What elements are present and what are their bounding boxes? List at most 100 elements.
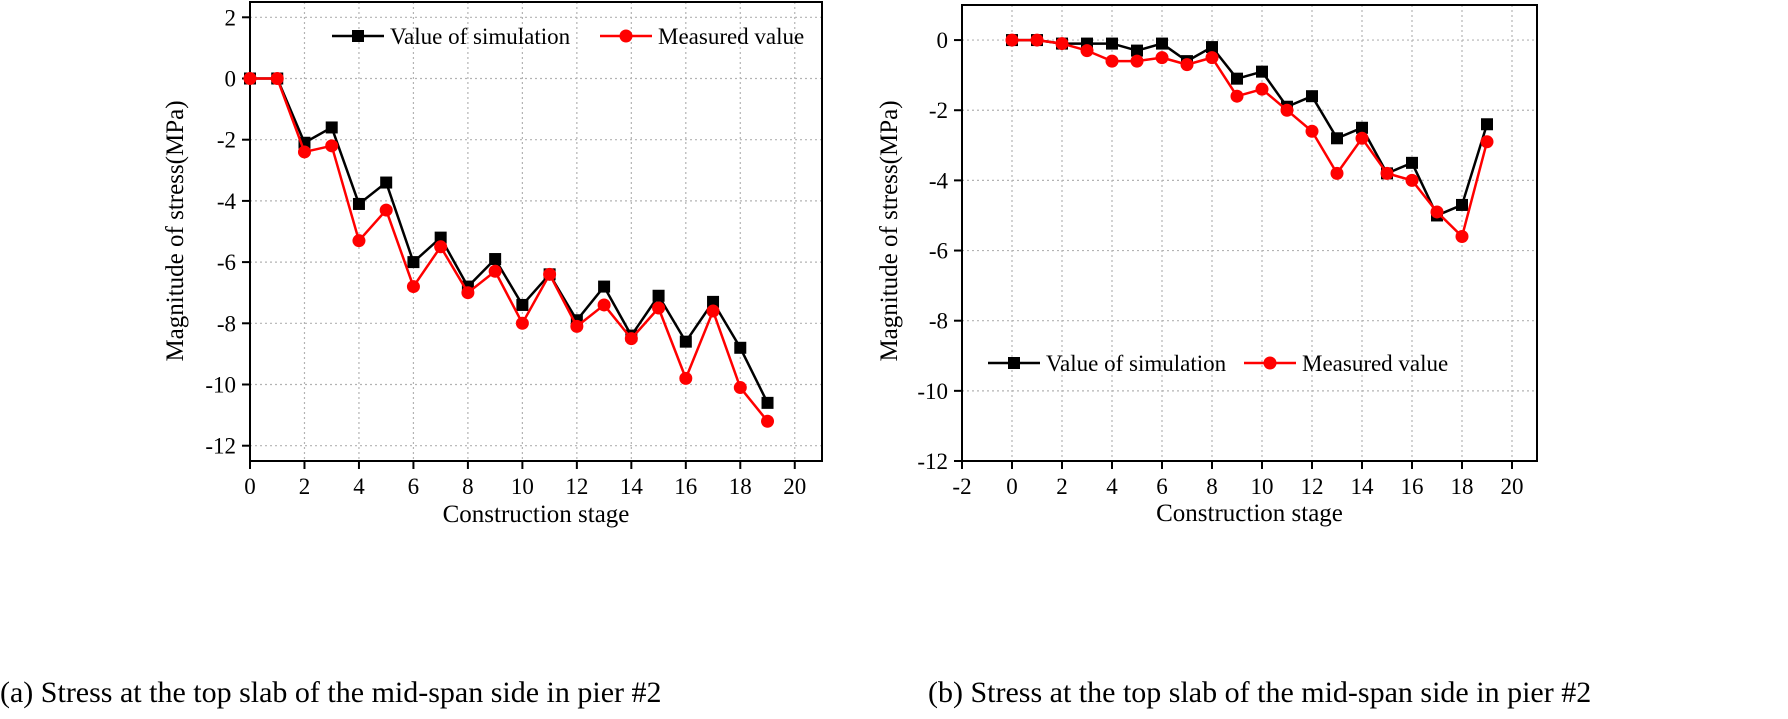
data-point-measured	[1055, 37, 1069, 51]
y-tick-label: -8	[929, 309, 948, 334]
y-tick-label: -10	[205, 373, 236, 398]
data-point-simulation	[761, 396, 774, 409]
y-tick-label: 0	[225, 67, 237, 92]
x-tick-label: 2	[1056, 474, 1068, 499]
y-tick-label: -10	[917, 379, 948, 404]
legend-label: Measured value	[658, 24, 804, 49]
x-tick-label: 14	[1351, 474, 1375, 499]
data-point-simulation	[352, 197, 365, 210]
data-point-measured	[270, 72, 284, 85]
data-point-measured	[1130, 54, 1144, 68]
data-point-measured	[1330, 166, 1344, 180]
x-tick-label: -2	[952, 474, 971, 499]
data-point-measured	[243, 72, 257, 85]
legend-label: Measured value	[1302, 351, 1448, 376]
x-tick-label: 18	[729, 474, 752, 499]
series-line-measured	[250, 77, 769, 423]
data-point-measured	[488, 264, 502, 278]
data-point-measured	[1305, 124, 1319, 138]
data-point-measured	[679, 371, 693, 385]
plot-frame	[249, 1, 823, 462]
caption-b: (b) Stress at the top slab of the mid-sp…	[928, 676, 1592, 709]
data-point-simulation	[325, 121, 338, 134]
legend-label: Value of simulation	[390, 24, 571, 49]
data-point-measured	[1480, 135, 1494, 149]
data-point-measured	[379, 203, 393, 217]
data-point-measured	[1105, 54, 1119, 68]
x-tick-label: 8	[1206, 474, 1218, 499]
data-point-measured	[1430, 205, 1444, 219]
legend-marker-measured	[1263, 356, 1277, 370]
data-point-simulation	[1356, 121, 1368, 134]
x-tick-label: 14	[620, 474, 644, 499]
x-tick-label: 16	[674, 474, 697, 499]
y-tick-label: -12	[917, 449, 948, 474]
plot-frame	[961, 4, 1538, 462]
data-point-simulation	[516, 298, 529, 311]
data-point-measured	[1380, 166, 1394, 180]
x-tick-label: 4	[353, 474, 365, 499]
x-axis-label: Construction stage	[443, 501, 630, 528]
y-tick-label: 0	[937, 28, 949, 53]
data-point-measured	[1030, 33, 1044, 47]
y-axis-label: Magnitude of stress(MPa)	[876, 100, 903, 361]
data-point-simulation	[1306, 90, 1318, 103]
caption-a: (a) Stress at the top slab of the mid-sp…	[0, 676, 662, 709]
x-tick-label: 4	[1106, 474, 1118, 499]
data-point-measured	[1155, 51, 1169, 65]
data-point-measured	[1080, 44, 1094, 58]
data-point-measured	[297, 145, 311, 159]
data-point-measured	[1230, 89, 1244, 103]
data-point-measured	[406, 280, 420, 294]
chart-b: -2 0 2 4 6 8 10 12 14 16 18 20 0 -2 -4 -6 -8 -10 -12 Constr…	[876, 4, 1538, 527]
data-point-measured	[1405, 173, 1419, 187]
data-point-simulation	[1206, 41, 1218, 54]
series-line-simulation	[250, 77, 769, 404]
legend-marker-simulation	[1008, 357, 1020, 369]
data-point-measured	[652, 301, 666, 315]
data-point-simulation	[407, 256, 420, 269]
data-point-simulation	[1156, 37, 1168, 50]
data-point-measured	[1255, 82, 1269, 96]
data-point-measured	[1005, 33, 1019, 47]
data-point-simulation	[679, 335, 692, 348]
x-tick-label: 6	[1156, 474, 1168, 499]
x-tick-label: 20	[783, 474, 806, 499]
data-point-simulation	[489, 253, 502, 266]
x-axis-label: Construction stage	[1156, 500, 1343, 527]
chart-a: 0 2 4 6 8 10 12 14 16 18 2020-2-4-6-8-10-12Constru…	[162, 1, 823, 528]
data-point-measured	[706, 304, 720, 318]
y-tick-label: -12	[205, 434, 236, 459]
data-point-measured	[1180, 58, 1194, 72]
data-point-simulation	[1456, 198, 1468, 211]
series-line-measured	[1012, 38, 1489, 238]
x-tick-label: 2	[299, 474, 311, 499]
y-tick-label: -8	[217, 311, 236, 336]
data-point-measured	[624, 332, 638, 346]
data-point-measured	[434, 240, 448, 254]
x-tick-label: 18	[1451, 474, 1474, 499]
data-point-simulation	[1256, 65, 1268, 78]
x-tick-label: 10	[511, 474, 534, 499]
y-axis-label: Magnitude of stress(MPa)	[162, 100, 189, 361]
data-point-measured	[1205, 51, 1219, 65]
x-tick-label: 0	[1006, 474, 1018, 499]
data-point-measured	[761, 414, 775, 428]
legend-marker-measured	[619, 29, 633, 43]
series-line-simulation	[1012, 38, 1489, 217]
data-point-measured	[515, 316, 529, 330]
data-point-measured	[543, 267, 557, 281]
x-tick-label: 12	[1301, 474, 1324, 499]
data-point-simulation	[598, 280, 611, 293]
y-tick-label: -4	[929, 168, 949, 193]
data-point-simulation	[434, 231, 447, 244]
data-point-measured	[325, 139, 339, 153]
x-tick-label: 12	[565, 474, 588, 499]
y-tick-label: -4	[217, 189, 237, 214]
data-point-measured	[1455, 230, 1469, 244]
data-point-simulation	[1131, 44, 1143, 57]
x-tick-label: 10	[1251, 474, 1274, 499]
data-point-measured	[461, 286, 475, 300]
data-point-simulation	[1106, 37, 1118, 50]
